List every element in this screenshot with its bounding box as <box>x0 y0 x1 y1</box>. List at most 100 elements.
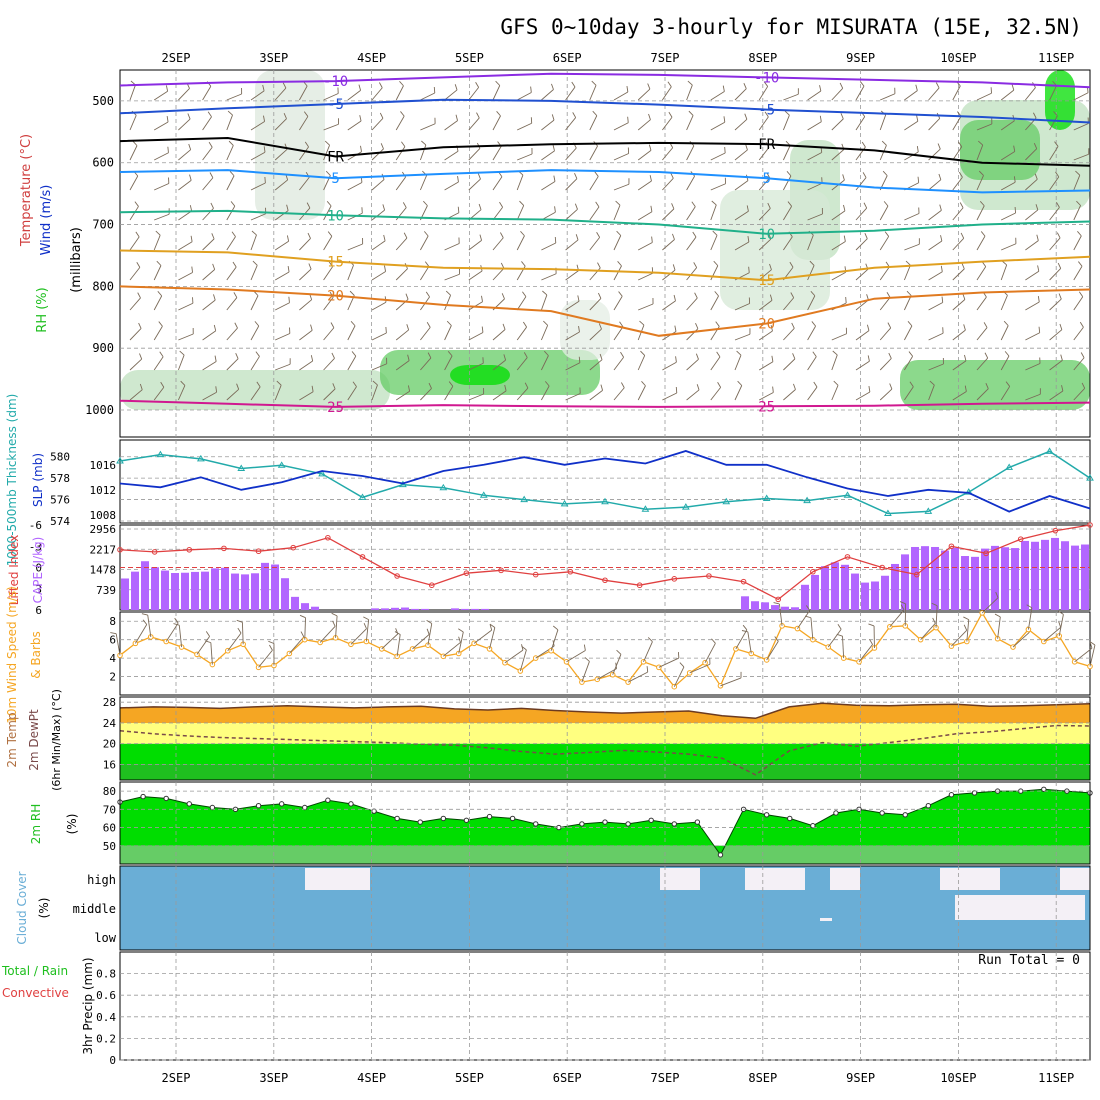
wind-barb <box>347 182 363 191</box>
wind-barb <box>492 176 503 191</box>
wind-barb-flag <box>204 640 211 644</box>
cape-bar <box>381 608 389 610</box>
wind-barb <box>129 145 138 161</box>
wind-barb <box>516 92 532 101</box>
isotherm-line <box>119 249 1091 282</box>
bottom-date-label: 8SEP <box>748 1071 777 1085</box>
wind-barb <box>686 267 698 281</box>
wind-barb <box>226 114 233 131</box>
lifted-index-point <box>1087 522 1093 528</box>
wind-barb <box>443 642 461 657</box>
wind-barb-flag <box>1036 234 1039 241</box>
wind-barb-flag <box>155 230 161 236</box>
wind-barb <box>734 333 751 341</box>
wind-barb-flag <box>715 321 720 327</box>
wind-barb <box>135 624 148 644</box>
wind-barb-flag <box>233 292 238 298</box>
wind-barb-flag <box>574 203 578 210</box>
panel-frame <box>119 781 1091 865</box>
wind-barb-flag <box>306 202 311 209</box>
cape-bar <box>461 608 469 610</box>
rh-point <box>625 821 631 827</box>
isotherm-label: FR <box>327 150 344 166</box>
wind-barb <box>831 118 844 131</box>
cape-bar <box>1061 541 1069 610</box>
thickness-slp-panel: 574 576 578 580 1008 1012 1016 1000-500mb Thick… <box>5 394 1094 566</box>
wind-barb <box>323 327 335 341</box>
pressure-tick: 900 <box>92 341 114 355</box>
wind-barb <box>589 206 600 221</box>
rh-tick: 80 <box>103 785 116 798</box>
wind-barb-flag <box>769 263 772 270</box>
thickness-point <box>520 495 529 503</box>
thickness-point <box>843 491 852 498</box>
panel-ylabel: & Barbs <box>29 631 43 679</box>
wind-barb-flag <box>984 352 989 359</box>
wind-barb-flag <box>110 632 117 635</box>
wind-barb <box>686 297 698 311</box>
wind-barb <box>153 121 169 131</box>
cape-bar <box>1001 547 1009 610</box>
cape-bar <box>481 608 489 610</box>
wind-barb <box>758 238 772 251</box>
wind-barb <box>492 390 507 401</box>
wind-barb <box>831 354 838 371</box>
wind-barb-flag <box>331 352 335 359</box>
lifted-index-point <box>706 573 712 579</box>
pressure-tick: 1000 <box>85 403 114 417</box>
wind-barb <box>1000 386 1011 401</box>
wind-barb-flag <box>421 140 427 146</box>
wind-barb <box>855 238 868 251</box>
wind-barb <box>444 120 458 131</box>
wind-barb <box>347 355 357 371</box>
wind-barb-flag <box>836 633 843 637</box>
wind-barb-flag <box>907 321 913 327</box>
wind-barb <box>323 357 335 371</box>
wind-barb <box>952 176 963 191</box>
wind-barb <box>226 358 239 371</box>
wind-barb-flag <box>1054 141 1059 147</box>
wind-barb-flag <box>575 234 579 241</box>
wind-barb-flag <box>500 232 504 238</box>
wind-barb <box>1025 148 1038 161</box>
wind-barb-flag <box>158 321 163 327</box>
cape-bar <box>151 567 159 610</box>
wind-barb <box>250 121 265 131</box>
rh-shading <box>120 370 390 410</box>
lifted-index-point <box>151 549 158 555</box>
wind-barb <box>154 183 169 191</box>
wind-barb <box>202 86 212 101</box>
cape-bar <box>821 566 829 610</box>
wind-barb <box>178 625 183 648</box>
wind-barb-flag <box>359 115 362 122</box>
cloud-bg <box>120 866 1090 950</box>
wind-barb <box>541 385 550 401</box>
wind-barb <box>758 269 772 281</box>
wind-barb-flag <box>311 385 314 392</box>
wind-barb <box>831 271 847 281</box>
cape-bar <box>991 545 999 610</box>
wind-barb-flag <box>481 295 483 302</box>
wind-barb <box>1000 120 1015 131</box>
wind-barb <box>444 386 454 401</box>
wind-barb <box>347 90 361 101</box>
wind-barb <box>178 272 193 281</box>
wind-barb-flag <box>262 84 265 91</box>
wind-barb-flag <box>351 351 357 357</box>
wind-barb <box>1000 264 1008 281</box>
wind-barb <box>952 391 967 401</box>
isotherm-line <box>119 399 1091 408</box>
wind-barb <box>1043 627 1061 642</box>
wind-barb <box>613 296 623 311</box>
lifted-index-point <box>775 596 782 603</box>
temp-tick: 24 <box>103 717 117 730</box>
wind-barb-flag <box>300 631 305 638</box>
wind-barb-flag <box>673 294 676 301</box>
wind-barb-flag <box>711 200 717 206</box>
wind-barb-flag <box>455 114 458 121</box>
wind-barb-flag <box>1055 171 1060 178</box>
wind-barb <box>889 609 905 628</box>
wind-barb <box>613 91 629 101</box>
cape-bar <box>941 550 949 610</box>
wind-barb-flag <box>627 116 629 123</box>
